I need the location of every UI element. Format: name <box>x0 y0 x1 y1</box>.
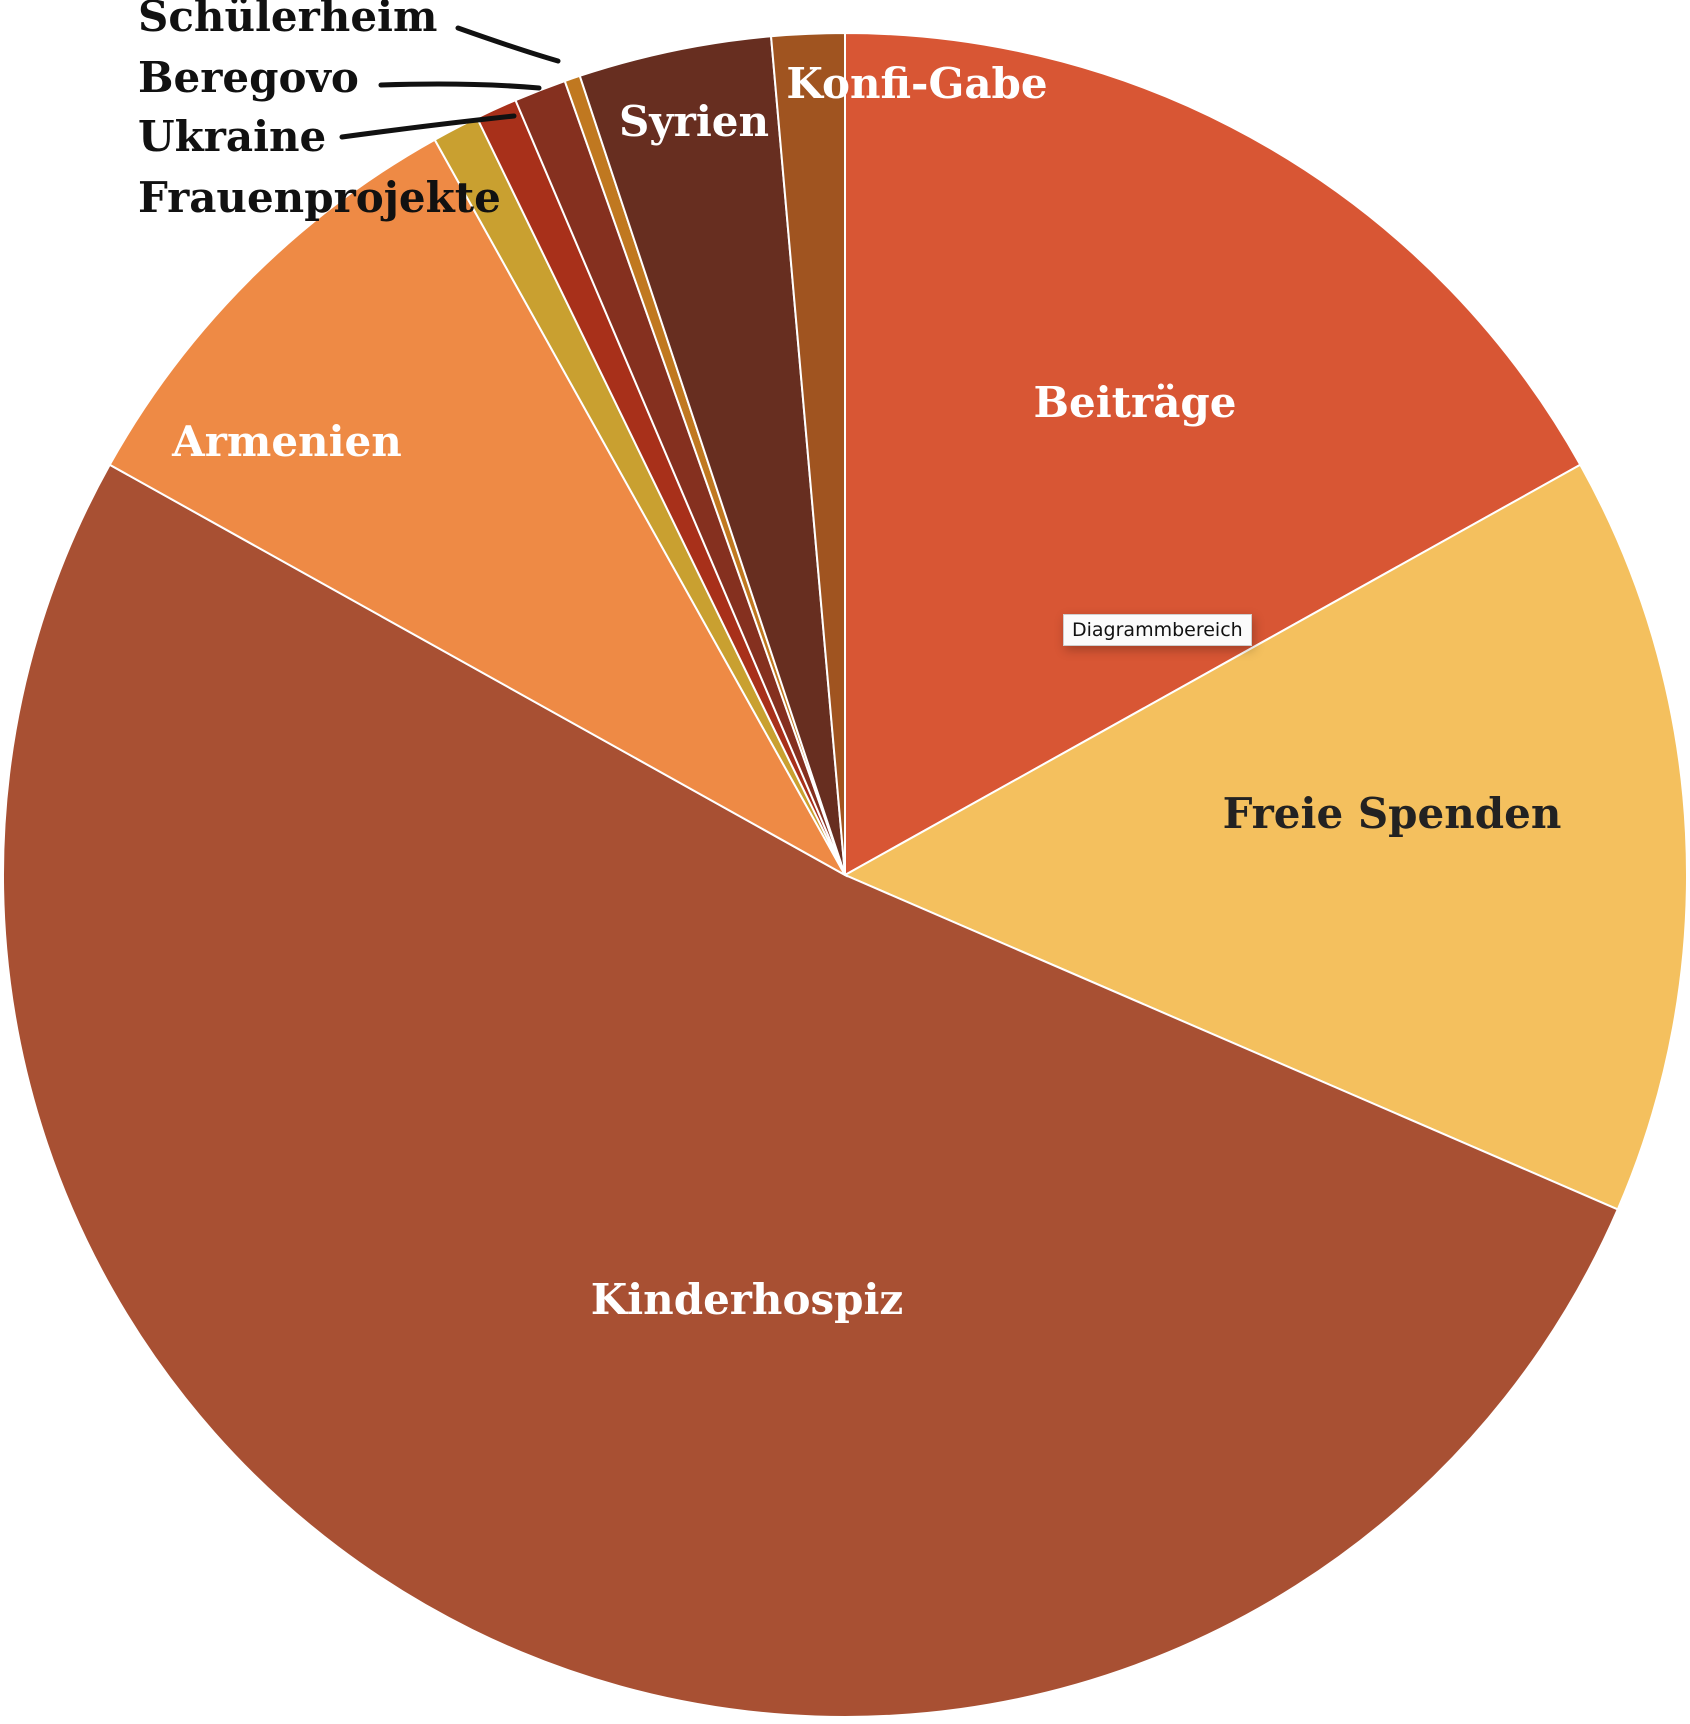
pie-slice <box>2 463 1620 1718</box>
pie-slice <box>844 31 1582 877</box>
pie-slice <box>108 138 848 878</box>
pie-slice <box>769 31 846 876</box>
tooltip: Diagrammbereich <box>1063 614 1252 646</box>
slice-label: Schülerheim <box>138 0 437 41</box>
leader-line <box>455 25 561 64</box>
pie-slice <box>578 35 846 876</box>
slice-label: Syrien <box>619 97 769 146</box>
slice-label: Frauenprojekte <box>138 173 501 222</box>
slice-label: Beregovo <box>138 53 359 102</box>
slice-label: Beiträge <box>1033 378 1236 427</box>
slice-label: Konfi-Gabe <box>786 59 1047 108</box>
slice-label: Freie Spenden <box>1223 789 1562 838</box>
leader-line <box>339 113 517 140</box>
slice-label: Ukraine <box>138 112 326 161</box>
pie-slice <box>842 463 1688 1211</box>
slice-label: Armenien <box>171 417 402 466</box>
slice-label: Kinderhospiz <box>591 1275 904 1324</box>
leader-line <box>378 81 542 91</box>
